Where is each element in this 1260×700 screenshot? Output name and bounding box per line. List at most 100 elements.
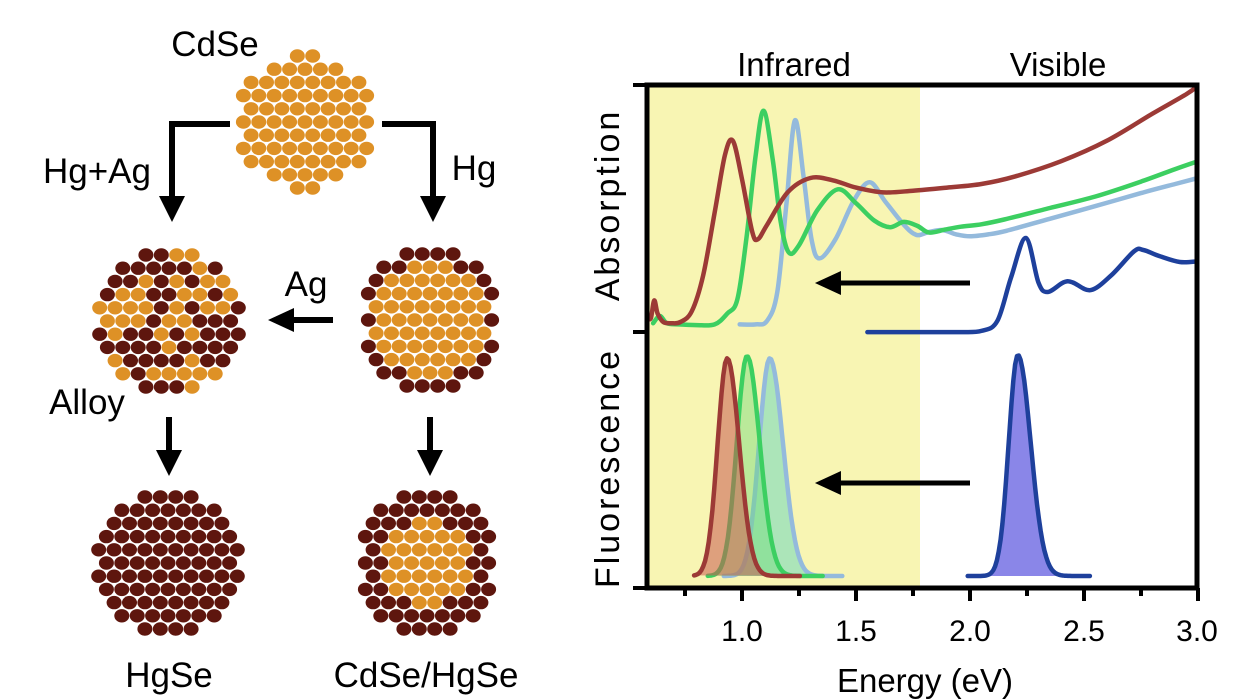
nanocrystal-dot [357,529,373,544]
nanocrystal-dot [336,102,351,116]
nanocrystal-dot [229,569,245,583]
nanocrystal-dot [152,569,168,583]
nanocrystal-dot [199,595,214,610]
nanocrystal-dot [476,352,492,367]
nanocrystal-dot [168,622,184,636]
nanocrystal-dot [458,595,473,610]
nanocrystal-dot [373,556,389,570]
hg-ag-reaction-label: Hg+Ag [43,152,151,191]
nanocrystal-dot [376,366,392,380]
nanocrystal-dot [115,287,131,302]
nanocrystal-dot [106,595,122,610]
nanocrystal-dot [106,516,122,531]
nanocrystal-dot [468,366,484,380]
nanocrystal-dot [168,543,184,557]
nanocrystal-dot [368,326,384,340]
nanocrystal-dot [465,556,481,570]
nanocrystal-dot [183,543,199,557]
nanocrystal-dot [365,543,381,557]
nanocrystal-dot [214,516,230,531]
nanocrystal-dot [391,260,407,274]
nanocrystal-dot [160,582,176,597]
nanocrystal-dot [137,516,153,531]
nanocrystal-dot [160,529,176,544]
nanocrystal-dot [146,261,162,275]
nanocrystal-dot [91,543,107,557]
nanocrystal-dot [266,62,282,76]
nanocrystal-dot [450,609,466,623]
nanocrystal-dot [289,154,305,169]
nanocrystal-dot [351,128,367,142]
nanocrystal-dot [222,582,238,597]
nanocrystal-dot [215,353,231,368]
nanocrystal-dot [145,529,161,544]
nanocrystal-dot [168,595,184,610]
nanocrystal-dot [98,529,114,544]
nanocrystal-dot [388,609,404,623]
nanocrystal-dot [106,569,122,583]
nanocrystal-dot [289,75,305,90]
nanocrystal-dot [191,529,207,544]
nanocrystal-dot [461,326,476,340]
nanocrystal-dot [176,287,192,302]
nanocrystal-dot [107,353,123,368]
nanocrystal-dot [137,543,153,557]
nanocrystal-dot [168,490,184,504]
nanocrystal-dot [391,313,407,327]
nanocrystal-dot [419,529,435,544]
arrow-head-cdse-to-alloy [159,196,185,222]
nanocrystal-dot [243,128,259,142]
nanocrystal-dot [422,366,438,380]
nanocrystal-dot [396,595,412,610]
nanocrystal-dot [481,556,497,570]
nanocrystal-dot [289,181,305,195]
nanocrystal-dot [297,141,313,156]
fluorescence-spectra [691,353,1093,579]
nanocrystal-dot [259,128,274,142]
nanocrystal-dot [391,286,407,301]
nanocrystal-dot [123,353,138,368]
nanocrystal-dot [388,529,404,544]
nanocrystal-dot [484,339,500,354]
nanocrystal-dot [122,595,137,610]
redshift-arrow-head [814,271,841,295]
nanocrystal-dot [465,609,481,623]
nanocrystal-dot [422,286,438,301]
nanocrystal-dot [430,379,446,393]
nanocrystal-dot [191,556,207,570]
nanocrystal-dot [153,248,169,262]
nanocrystal-dot [453,286,469,301]
nanocrystal-dot [442,516,458,531]
nanocrystal-dot [381,595,396,610]
nanocrystal-dot [207,367,223,381]
nanocrystal-dot [305,102,321,116]
nanocrystal-dot [481,582,497,597]
nanocrystal-dot [176,340,192,355]
nanocrystal-dot [328,88,344,103]
nanocrystal-dot [184,274,200,289]
nanocrystal-dot [453,313,469,327]
nanocrystal-dot [137,569,153,583]
nanocrystal-dot [184,248,200,262]
nanocrystal-dot [98,582,114,597]
nanocrystal-dot [223,287,239,302]
nanocrystal-dot [414,247,430,261]
nanocrystal-dot [381,543,396,557]
nanocrystal-dot [161,261,177,275]
nanocrystal-dot [468,260,484,274]
nanocrystal-dot [161,314,177,328]
nanocrystal-dot [175,609,191,623]
nanocrystal-dot [123,301,138,315]
nanocrystal-dot [357,582,373,597]
x-tick-label-2: 1.5 [835,615,877,648]
nanocrystal-dot [184,353,200,368]
nanocrystal-dot [169,274,185,289]
nanocrystal-dot [107,301,123,315]
nanocrystal-dot [359,88,375,103]
nanocrystal-dot [368,273,384,288]
nanocrystal-dot [152,490,168,504]
nanocrystal-dot [230,327,246,341]
nanocrystal-dot [468,339,484,354]
nanocrystal-dot [404,503,420,517]
nanocrystal-dot [476,273,492,288]
